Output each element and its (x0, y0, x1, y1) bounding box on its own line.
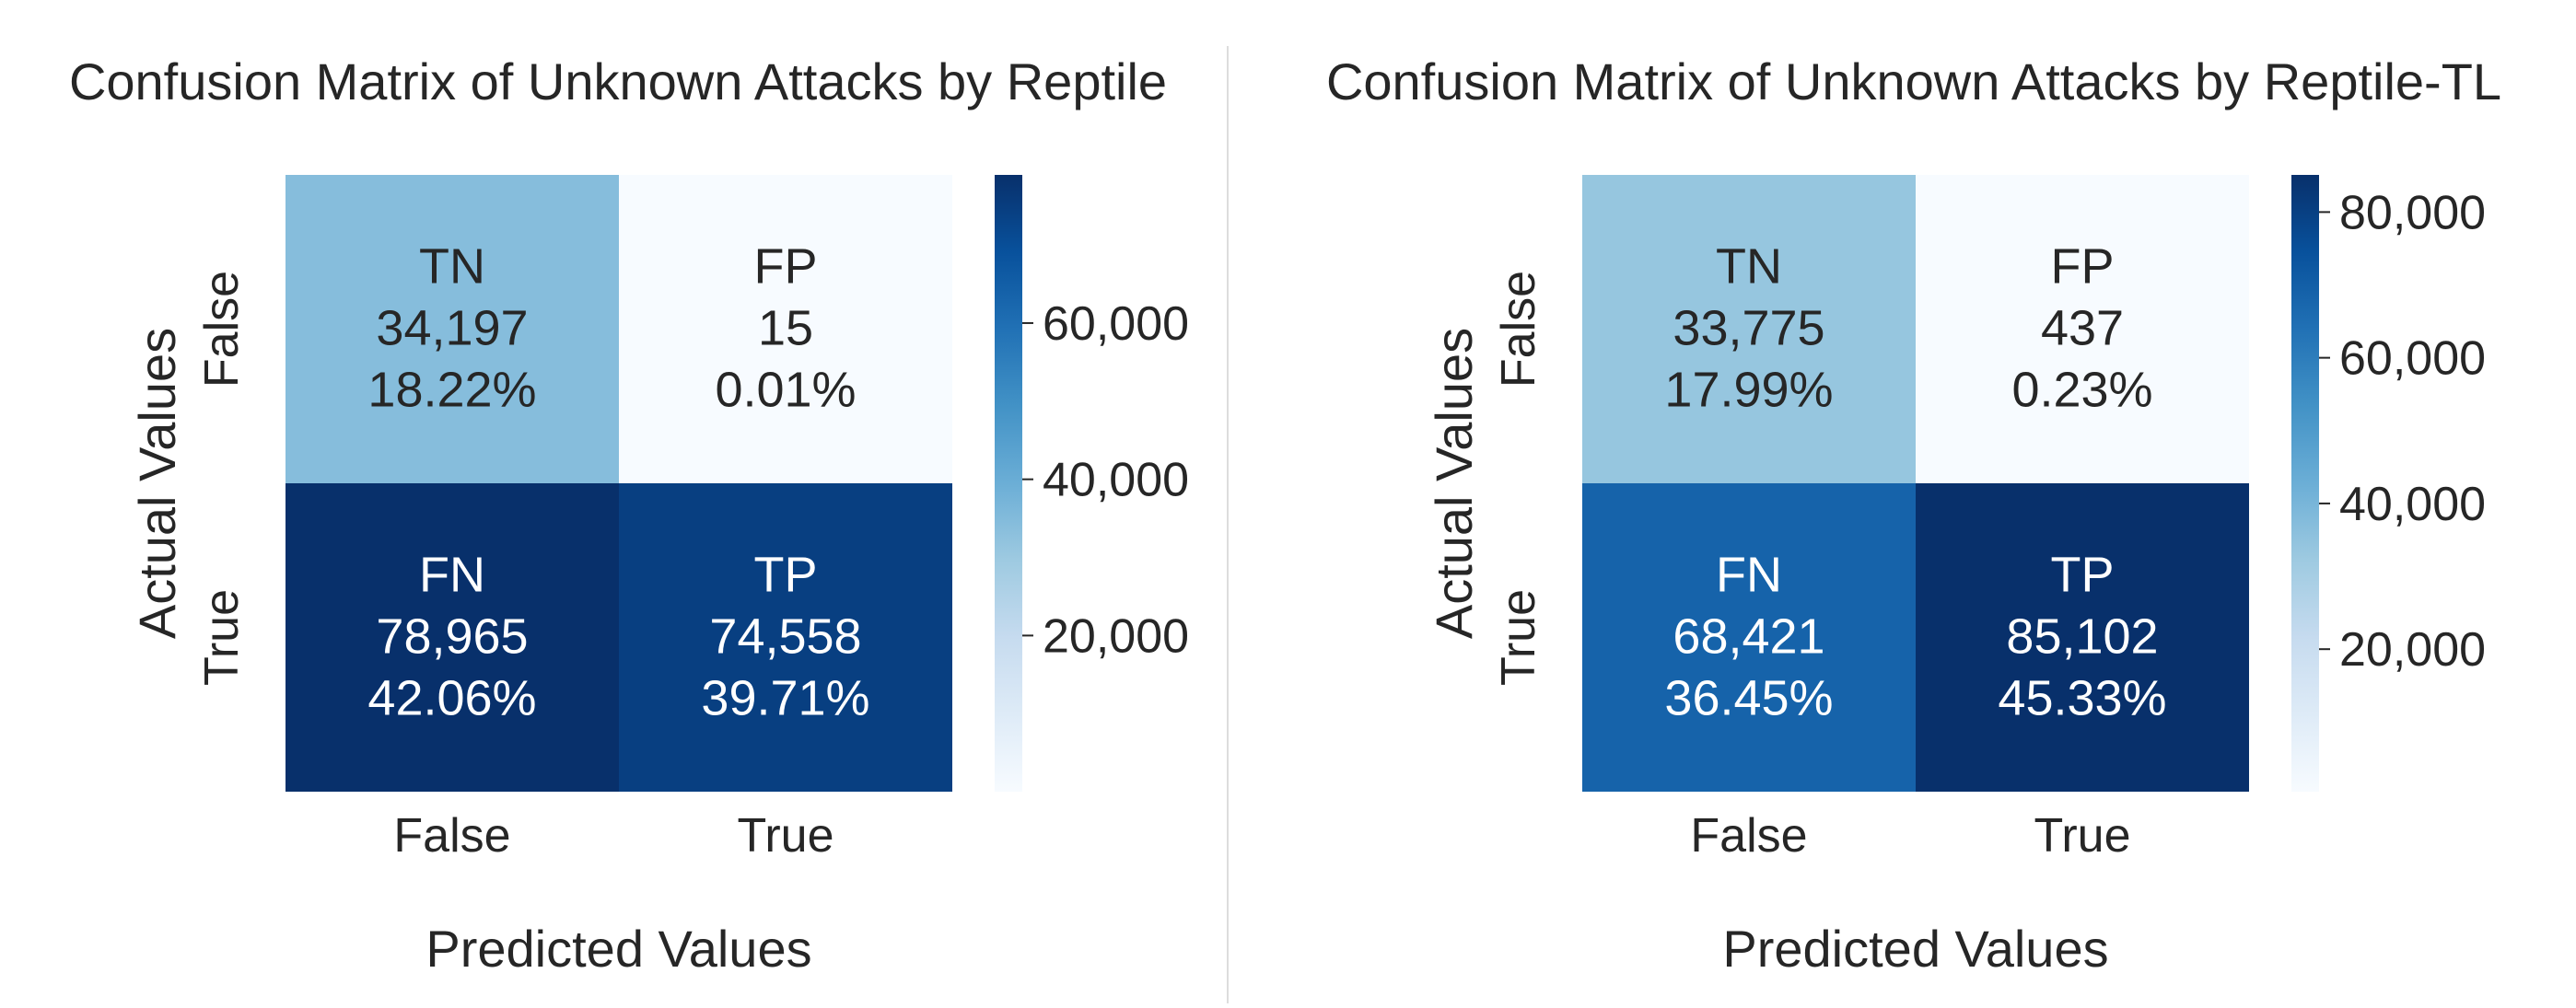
chart-title: Confusion Matrix of Unknown Attacks by R… (69, 52, 1167, 110)
confusion-matrix-panel-1: Confusion Matrix of Unknown Attacks by R… (69, 52, 1189, 978)
matrix-cell-tp: TP 74,558 39.71% (619, 483, 952, 792)
cell-rect-tp (619, 483, 952, 792)
cell-label: FN (419, 548, 485, 603)
colorbar-tick-label: 60,000 (2339, 332, 2486, 386)
colorbar-gradient (2291, 175, 2319, 792)
colorbar-tick-label: 40,000 (1043, 454, 1189, 507)
cell-rect-tp (1916, 483, 2249, 792)
matrix-cell-tn: TN 33,775 17.99% (1582, 175, 1916, 483)
cell-label: FP (2050, 239, 2114, 295)
cell-count: 78,965 (376, 609, 528, 665)
cell-rect-fn (1582, 483, 1916, 792)
x-tick-label: False (393, 809, 510, 863)
cell-label: FP (753, 239, 817, 295)
x-axis-label: Predicted Values (1722, 920, 2108, 978)
colorbar: 20,000 40,000 60,000 (995, 175, 1189, 792)
cell-percent: 45.33% (1998, 671, 2166, 726)
cell-rect-fn (286, 483, 619, 792)
cell-count: 33,775 (1673, 301, 1824, 356)
colorbar: 20,000 40,000 60,000 80,000 (2291, 175, 2486, 792)
x-tick-label: False (1690, 809, 1807, 863)
matrix-cell-tn: TN 34,197 18.22% (286, 175, 619, 483)
cell-count: 85,102 (2006, 609, 2158, 665)
cell-rect-tn (286, 175, 619, 483)
cell-count: 34,197 (376, 301, 528, 356)
cell-percent: 36.45% (1664, 671, 1833, 726)
cell-count: 68,421 (1673, 609, 1824, 665)
chart-title: Confusion Matrix of Unknown Attacks by R… (1326, 52, 2501, 110)
matrix-cell-fn: FN 68,421 36.45% (1582, 483, 1916, 792)
y-axis-label: Actual Values (1425, 328, 1483, 639)
cell-label: TN (1716, 239, 1782, 295)
cell-rect-fp (619, 175, 952, 483)
matrix-cell-fp: FP 15 0.01% (619, 175, 952, 483)
x-tick-label: True (2034, 809, 2131, 863)
y-tick-label: False (1492, 271, 1545, 388)
colorbar-tick-label: 20,000 (2339, 623, 2486, 677)
matrix-cell-fp: FP 437 0.23% (1916, 175, 2249, 483)
cell-rect-fp (1916, 175, 2249, 483)
matrix-cell-fn: FN 78,965 42.06% (286, 483, 619, 792)
cell-percent: 0.01% (715, 363, 856, 418)
y-tick-label: True (1492, 589, 1545, 686)
cell-label: TN (419, 239, 485, 295)
cell-count: 437 (2041, 301, 2124, 356)
y-tick-label: False (195, 271, 249, 388)
x-axis-label: Predicted Values (425, 920, 811, 978)
y-axis-label: Actual Values (128, 328, 186, 639)
cell-percent: 39.71% (701, 671, 869, 726)
confusion-matrix-panel-2: Confusion Matrix of Unknown Attacks by R… (1326, 52, 2501, 978)
matrix-cell-tp: TP 85,102 45.33% (1916, 483, 2249, 792)
colorbar-tick-label: 40,000 (2339, 478, 2486, 531)
colorbar-tick-label: 80,000 (2339, 186, 2486, 239)
x-tick-label: True (738, 809, 834, 863)
cell-percent: 17.99% (1664, 363, 1833, 418)
colorbar-tick-label: 60,000 (1043, 297, 1189, 351)
cell-percent: 42.06% (367, 671, 536, 726)
cell-count: 74,558 (709, 609, 861, 665)
cell-label: TP (753, 548, 817, 603)
cell-count: 15 (758, 301, 813, 356)
cell-rect-tn (1582, 175, 1916, 483)
y-tick-label: True (195, 589, 249, 686)
colorbar-tick-label: 20,000 (1043, 609, 1189, 663)
colorbar-gradient (995, 175, 1022, 792)
cell-label: TP (2050, 548, 2114, 603)
panels: Confusion Matrix of Unknown Attacks by R… (69, 52, 2501, 978)
cell-percent: 18.22% (367, 363, 536, 418)
cell-percent: 0.23% (2011, 363, 2152, 418)
cell-label: FN (1716, 548, 1782, 603)
